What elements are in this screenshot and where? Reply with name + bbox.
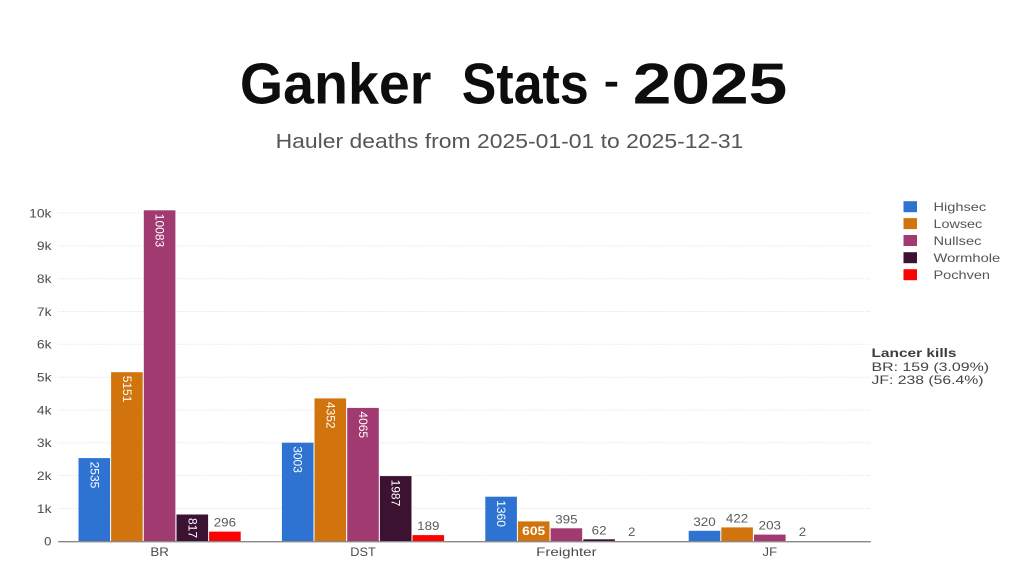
svg-text:JF: 238 (56.4%): JF: 238 (56.4%) — [872, 373, 984, 387]
svg-text:Highsec: Highsec — [934, 200, 987, 214]
svg-text:62: 62 — [592, 523, 607, 537]
svg-text:817: 817 — [185, 518, 199, 538]
svg-text:10k: 10k — [29, 206, 52, 220]
svg-text:9k: 9k — [37, 239, 53, 253]
svg-text:189: 189 — [417, 519, 440, 533]
svg-text:8k: 8k — [37, 272, 53, 286]
svg-text:203: 203 — [759, 519, 782, 533]
svg-text:2: 2 — [799, 525, 807, 539]
svg-text:4065: 4065 — [356, 411, 370, 438]
svg-text:2535: 2535 — [87, 462, 101, 489]
svg-text:320: 320 — [693, 515, 716, 529]
svg-text:Freighter: Freighter — [536, 545, 597, 559]
svg-text:605: 605 — [522, 526, 546, 538]
svg-text:Pochven: Pochven — [934, 268, 991, 282]
svg-text:5k: 5k — [37, 371, 53, 385]
svg-text:1987: 1987 — [389, 480, 403, 507]
svg-text:JF: JF — [763, 545, 778, 559]
svg-text:4352: 4352 — [323, 402, 337, 429]
svg-text:4k: 4k — [37, 403, 53, 417]
svg-text:Nullsec: Nullsec — [934, 234, 982, 248]
svg-text:Wormhole: Wormhole — [934, 251, 1001, 265]
svg-text:BR: 159 (3.09%): BR: 159 (3.09%) — [872, 360, 990, 374]
svg-text:10083: 10083 — [153, 214, 167, 248]
svg-text:Hauler deaths from 2025-01-01: Hauler deaths from 2025-01-01 to 2025-12… — [276, 130, 744, 153]
svg-text:DST: DST — [350, 545, 376, 559]
svg-text:1k: 1k — [37, 502, 53, 516]
svg-text:395: 395 — [555, 512, 578, 526]
svg-text:2k: 2k — [37, 469, 53, 483]
svg-text:BR: BR — [150, 545, 169, 559]
svg-text:6k: 6k — [37, 338, 53, 352]
svg-text:422: 422 — [726, 511, 749, 525]
svg-text:Lowsec: Lowsec — [934, 217, 983, 231]
svg-text:3003: 3003 — [291, 446, 305, 473]
svg-text:3k: 3k — [37, 436, 53, 450]
svg-text:Lancer kills: Lancer kills — [872, 346, 957, 360]
svg-text:7k: 7k — [37, 305, 53, 319]
svg-text:296: 296 — [214, 516, 237, 530]
svg-text:5151: 5151 — [120, 376, 134, 403]
svg-text:2: 2 — [628, 525, 636, 539]
svg-text:1360: 1360 — [494, 500, 508, 527]
svg-text:0: 0 — [44, 535, 52, 549]
